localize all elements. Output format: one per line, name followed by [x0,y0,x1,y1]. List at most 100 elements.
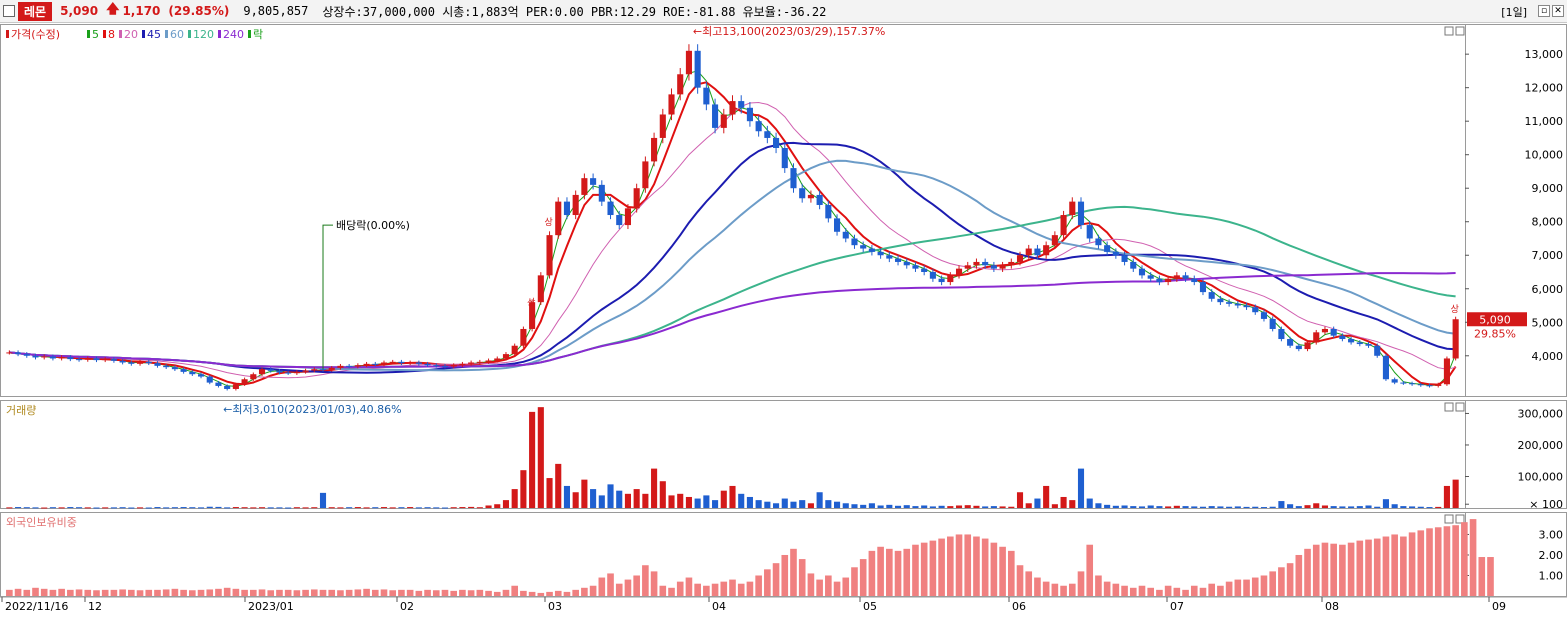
candle [624,208,631,226]
legend-entry: 5 [92,28,99,41]
foreign-bar [912,544,919,596]
volume-bar [1165,506,1172,508]
candle [1112,251,1119,256]
foreign-bar [23,589,31,596]
ma-line-8 [9,81,1457,386]
foreign-bar [676,581,684,596]
volume-bar [163,507,170,509]
volume-bar [1435,506,1442,508]
volume-bar [1234,506,1241,508]
foreign-bar [729,579,736,596]
volume-bar [1278,501,1285,508]
y-tick-label: 1.00 [1539,569,1564,582]
volume-bar [328,507,335,509]
candle [851,238,858,246]
candle [877,251,884,256]
foreign-bar [668,587,675,596]
foreign-bar [293,590,301,596]
volume-bar [206,506,213,508]
foreign-bar [398,589,405,596]
restore-icon[interactable]: ▫ [1538,5,1550,17]
foreign-bar [1164,585,1172,596]
candle [1104,245,1111,252]
candle [842,231,849,239]
foreign-bar [920,542,928,596]
close-icon[interactable]: ✕ [1552,5,1564,17]
candle [1295,345,1302,350]
candle [590,178,597,185]
candle [1191,278,1198,283]
candle [145,361,152,364]
foreign-bar [1086,544,1094,596]
volume-bar [476,507,483,509]
volume-bar [955,505,963,508]
foreign-bar [1042,581,1050,596]
candle [1226,302,1233,304]
volume-bar [738,493,745,508]
volume-bar [921,505,928,508]
candle [825,204,832,219]
candle [93,358,100,361]
volume-bar [1112,505,1119,508]
foreign-bar [14,588,22,596]
candle [189,371,196,375]
foreign-bar [737,583,745,596]
stock-name[interactable]: 레몬 [18,1,53,21]
foreign-bar [825,575,832,596]
y-tick-label: 100,000 [1518,470,1564,483]
volume-bar [1269,506,1276,508]
candle [49,356,56,359]
candle [834,218,841,232]
volume-bar [729,485,736,508]
candle [1043,245,1050,256]
candle [1382,355,1389,380]
candle [755,121,762,132]
candle [476,361,483,363]
x-tick-label: 12 [88,600,102,613]
volume-bar [563,485,571,508]
foreign-bar [1426,528,1433,596]
foreign-bar [67,589,74,596]
volume-bar [267,507,274,509]
volume-bar [319,492,327,508]
foreign-bar [1347,542,1355,596]
select-checkbox[interactable] [3,5,15,17]
foreign-bar [389,590,397,596]
foreign-bar [1461,522,1468,596]
volume-bar [1391,504,1398,508]
ma-line-60 [9,159,1456,372]
foreign-bar [1391,534,1398,596]
volume-bar [677,493,684,508]
low-annotation: ←최저3,010(2023/01/03),40.86% [223,403,401,416]
foreign-bar [1251,577,1259,596]
volume-bar [781,498,788,508]
candle [276,370,283,373]
candle [58,357,65,359]
x-tick-label: 09 [1492,600,1506,613]
volume-bar [502,500,510,508]
volume-bar [58,507,65,509]
candle [1287,339,1294,346]
x-tick-label: 04 [712,600,726,613]
volume-bar [555,463,562,508]
volume-bar [964,505,971,508]
y-tick-label: 10,000 [1525,149,1564,162]
candle [1138,268,1146,276]
volume-bar [258,507,266,509]
candle [1008,261,1015,266]
foreign-bar [772,563,780,596]
candle [1426,385,1433,387]
foreign-bar [485,590,492,596]
candle [15,352,22,355]
volume-bar [720,490,727,508]
foreign-bar [1269,571,1276,596]
candle [180,369,187,372]
candle [886,255,893,259]
legend-swatch [6,30,9,38]
period-selector[interactable]: [1일] [1501,6,1527,19]
volume-bar [694,498,701,508]
candle [1321,328,1329,333]
foreign-bar [476,589,484,596]
candle [302,370,309,372]
candle [529,302,536,329]
